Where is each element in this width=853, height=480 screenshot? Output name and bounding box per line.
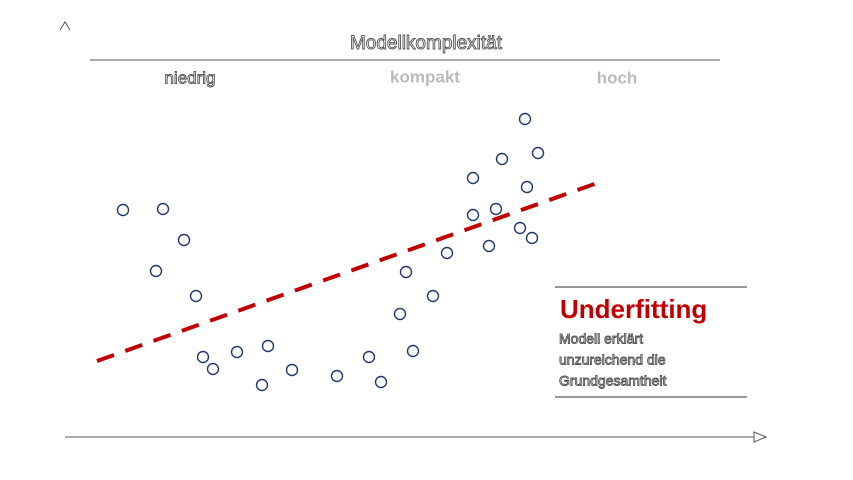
point: [362, 350, 376, 364]
level-label: hoch: [597, 68, 638, 87]
point: [513, 221, 527, 235]
point: [406, 344, 420, 358]
point: [156, 202, 170, 216]
point: [230, 345, 244, 359]
level-label: niedrig: [164, 68, 215, 87]
point: [189, 289, 203, 303]
point: [482, 239, 496, 253]
data-points: [116, 112, 545, 392]
point: [495, 152, 509, 166]
point: [261, 339, 275, 353]
y-axis-arrow: [59, 21, 71, 31]
point: [520, 180, 534, 194]
callout-text: unzureichend die: [559, 352, 666, 368]
point: [399, 265, 413, 279]
point: [116, 203, 130, 217]
point: [330, 369, 344, 383]
x-axis-arrow: [753, 431, 768, 443]
point: [206, 362, 220, 376]
point: [177, 233, 191, 247]
point: [466, 208, 480, 222]
level-label: kompakt: [390, 67, 460, 86]
point: [489, 202, 503, 216]
point: [393, 307, 407, 321]
point: [466, 171, 480, 185]
point: [196, 350, 210, 364]
point: [518, 112, 532, 126]
callout-text: Modell erklärt: [559, 331, 643, 347]
point: [426, 289, 440, 303]
point: [255, 378, 269, 392]
point: [149, 264, 163, 278]
header-title: Modellkomplexität: [350, 33, 503, 54]
point: [531, 146, 545, 160]
callout-text: Grundgesamtheit: [559, 373, 667, 389]
point: [525, 231, 539, 245]
callout-title: Underfitting: [560, 294, 707, 324]
point: [374, 375, 388, 389]
point: [440, 246, 454, 260]
point: [285, 363, 299, 377]
fit-line: [96, 180, 601, 363]
